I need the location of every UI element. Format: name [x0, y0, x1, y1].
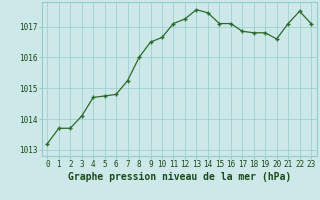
- X-axis label: Graphe pression niveau de la mer (hPa): Graphe pression niveau de la mer (hPa): [68, 172, 291, 182]
